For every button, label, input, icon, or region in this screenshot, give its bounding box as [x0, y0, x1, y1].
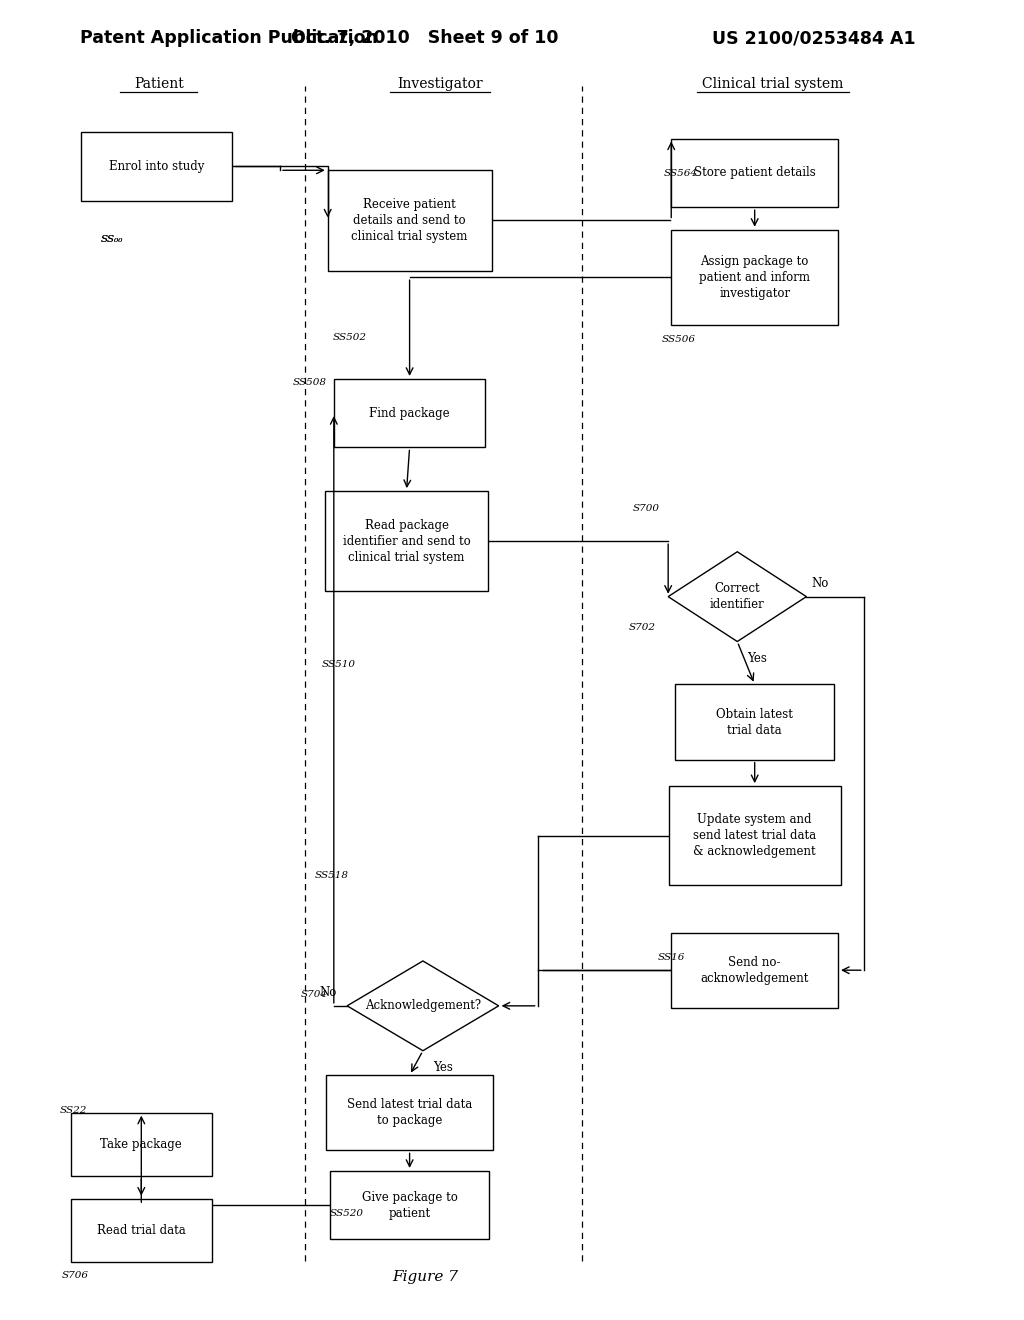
Text: Patient: Patient: [134, 77, 183, 91]
Text: S702: S702: [629, 623, 655, 632]
Text: SS564: SS564: [664, 169, 697, 178]
Text: Yes: Yes: [748, 652, 767, 665]
Text: SS510: SS510: [322, 660, 355, 669]
Text: SS₀₀: SS₀₀: [100, 235, 123, 244]
Bar: [672, 139, 838, 207]
Text: Acknowledgement?: Acknowledgement?: [365, 999, 481, 1012]
Text: SS₀₀: SS₀₀: [100, 235, 123, 244]
Text: Find package: Find package: [370, 407, 450, 420]
Text: Patent Application Publication: Patent Application Publication: [80, 29, 378, 48]
Text: Figure 7: Figure 7: [392, 1270, 458, 1284]
Text: S706: S706: [61, 1271, 88, 1280]
Text: SS16: SS16: [657, 953, 685, 962]
Bar: [676, 684, 834, 759]
Text: Send latest trial data
to package: Send latest trial data to package: [347, 1098, 472, 1127]
Text: SS508: SS508: [293, 378, 327, 387]
Text: Send no-
acknowledgement: Send no- acknowledgement: [700, 956, 809, 985]
Polygon shape: [668, 552, 807, 642]
Bar: [325, 491, 488, 591]
Text: Receive patient
details and send to
clinical trial system: Receive patient details and send to clin…: [351, 198, 468, 243]
Text: Read trial data: Read trial data: [97, 1224, 185, 1237]
Text: Store patient details: Store patient details: [694, 166, 815, 180]
Text: US 2100/0253484 A1: US 2100/0253484 A1: [713, 29, 915, 48]
Bar: [330, 1171, 489, 1239]
Text: Clinical trial system: Clinical trial system: [702, 77, 844, 91]
Bar: [71, 1199, 212, 1262]
Bar: [334, 379, 485, 447]
Text: Oct. 7, 2010   Sheet 9 of 10: Oct. 7, 2010 Sheet 9 of 10: [291, 29, 559, 48]
Text: SS506: SS506: [662, 335, 695, 345]
Bar: [81, 132, 232, 201]
Bar: [71, 1113, 212, 1176]
Text: No: No: [811, 577, 828, 590]
Bar: [669, 785, 841, 884]
Text: S704: S704: [301, 990, 328, 999]
Text: Yes: Yes: [433, 1061, 453, 1074]
Text: Correct
identifier: Correct identifier: [710, 582, 765, 611]
Bar: [328, 170, 492, 271]
Bar: [672, 932, 838, 1008]
Text: Update system and
send latest trial data
& acknowledgement: Update system and send latest trial data…: [693, 813, 816, 858]
Polygon shape: [347, 961, 499, 1051]
Text: SS22: SS22: [59, 1106, 87, 1115]
Text: Read package
identifier and send to
clinical trial system: Read package identifier and send to clin…: [343, 519, 470, 564]
Text: No: No: [319, 986, 337, 999]
Text: Obtain latest
trial data: Obtain latest trial data: [716, 708, 794, 737]
Text: Assign package to
patient and inform
investigator: Assign package to patient and inform inv…: [699, 255, 810, 300]
Text: Give package to
patient: Give package to patient: [361, 1191, 458, 1220]
Text: SS502: SS502: [333, 333, 367, 342]
Bar: [672, 230, 838, 325]
Text: SS518: SS518: [314, 871, 348, 880]
Bar: [326, 1074, 494, 1150]
Text: Enrol into study: Enrol into study: [109, 160, 205, 173]
Text: S700: S700: [633, 504, 659, 513]
Text: Investigator: Investigator: [397, 77, 483, 91]
Text: SS520: SS520: [330, 1209, 364, 1218]
Text: Take package: Take package: [100, 1138, 182, 1151]
